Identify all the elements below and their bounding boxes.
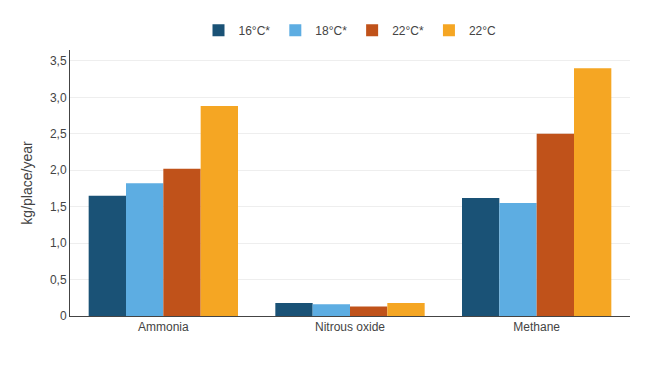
svg-text:1,0: 1,0 <box>50 236 67 250</box>
svg-text:18°C*: 18°C* <box>315 24 347 38</box>
svg-text:22°C: 22°C <box>469 24 496 38</box>
svg-text:3,0: 3,0 <box>50 91 67 105</box>
svg-text:2,0: 2,0 <box>50 163 67 177</box>
svg-text:Ammonia: Ammonia <box>138 320 189 334</box>
svg-text:kg/place/year: kg/place/year <box>19 141 35 225</box>
svg-text:1,5: 1,5 <box>50 200 67 214</box>
svg-text:0,5: 0,5 <box>50 273 67 287</box>
svg-text:3,5: 3,5 <box>50 54 67 68</box>
svg-text:Nitrous oxide: Nitrous oxide <box>315 320 385 334</box>
svg-text:16°C*: 16°C* <box>239 24 271 38</box>
svg-text:2,5: 2,5 <box>50 127 67 141</box>
svg-text:22°C*: 22°C* <box>392 24 424 38</box>
svg-text:Methane: Methane <box>513 320 560 334</box>
svg-text:0: 0 <box>60 309 67 323</box>
